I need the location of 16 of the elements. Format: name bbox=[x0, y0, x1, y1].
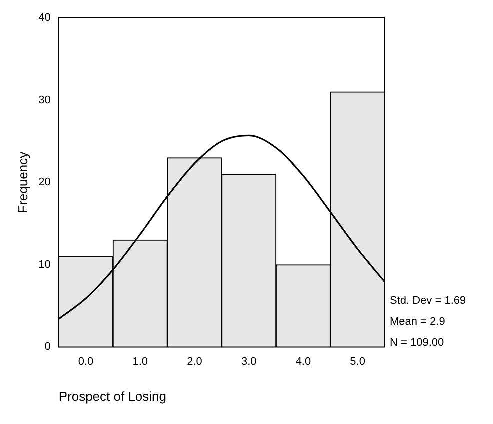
text: N = 109.00 bbox=[390, 337, 444, 350]
text: Mean = 2.9 bbox=[390, 316, 446, 328]
x-tick-label: 4.0 bbox=[296, 356, 312, 368]
y-tick-label: 20 bbox=[38, 176, 51, 189]
x-tick-label: 0.0 bbox=[78, 356, 94, 368]
x-axis-title: Prospect of Losing bbox=[58, 388, 167, 404]
x-tick-label: 5.0 bbox=[350, 356, 366, 368]
x-tick-label: 3.0 bbox=[241, 356, 257, 368]
y-tick-label: 10 bbox=[38, 258, 51, 271]
y-tick-label: 0 bbox=[44, 341, 51, 354]
x-tick-label: 1.0 bbox=[132, 356, 148, 368]
y-axis-title: Frequency bbox=[15, 151, 30, 214]
x-tick-label: 2.0 bbox=[187, 356, 202, 368]
y-tick-label: 30 bbox=[38, 94, 51, 106]
text: Std. Dev = 1.69 bbox=[390, 295, 466, 308]
y-tick-label: 40 bbox=[38, 12, 51, 24]
